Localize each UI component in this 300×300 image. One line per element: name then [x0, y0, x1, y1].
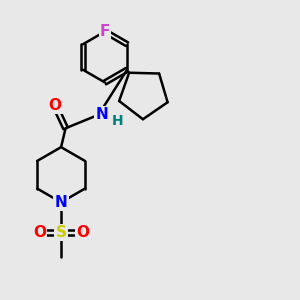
Text: O: O: [33, 225, 46, 240]
Text: H: H: [111, 114, 123, 128]
Text: O: O: [76, 225, 89, 240]
Text: F: F: [100, 24, 110, 39]
Text: N: N: [55, 195, 68, 210]
Text: S: S: [56, 225, 67, 240]
Text: N: N: [95, 107, 108, 122]
Text: O: O: [49, 98, 62, 113]
